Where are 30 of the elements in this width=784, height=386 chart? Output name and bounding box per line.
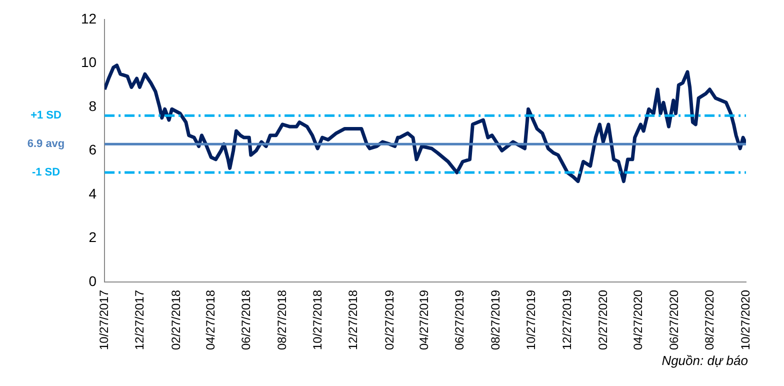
- x-tick-label: 10/27/2018: [310, 290, 324, 350]
- y-tick-label: 4: [88, 185, 97, 202]
- ref-line-label: +1 SD: [30, 110, 62, 122]
- y-tick-label: 8: [88, 98, 97, 114]
- y-tick-label: 6: [88, 142, 97, 158]
- x-tick-label: 10/27/2019: [524, 290, 538, 350]
- x-tick-label: 04/27/2019: [417, 290, 432, 350]
- x-tick-label: 10/27/2017: [96, 290, 111, 350]
- x-tick-label: 02/27/2018: [168, 290, 183, 350]
- x-tick-label: 02/27/2019: [382, 290, 396, 350]
- x-tick-label: 12/27/2018: [346, 290, 360, 350]
- x-tick-label: 12/27/2019: [560, 290, 574, 350]
- y-tick-label: 2: [88, 229, 97, 246]
- x-tick-label: 02/27/2020: [596, 290, 610, 350]
- x-tick-label: 06/27/2018: [239, 290, 254, 350]
- x-tick-label: 06/27/2019: [452, 290, 467, 350]
- x-tick-label: 06/27/2020: [666, 290, 681, 350]
- text: Nguồn: dự báo: [660, 353, 749, 368]
- x-tick-label: 04/27/2020: [631, 290, 646, 350]
- y-tick-label: 12: [80, 10, 97, 26]
- x-tick-label: 08/27/2019: [488, 290, 502, 350]
- x-tick-label: 08/27/2020: [702, 290, 717, 350]
- y-tick-label: 0: [88, 272, 97, 289]
- ref-line-label: -1 SD: [32, 166, 60, 179]
- x-tick-label: 08/27/2018: [274, 290, 289, 350]
- x-tick-label: 12/27/2017: [132, 290, 147, 350]
- x-tick-label: 04/27/2018: [203, 290, 218, 350]
- y-tick-label: 10: [80, 54, 97, 70]
- x-tick-label: 10/27/2020: [738, 290, 752, 350]
- ref-line-label: 6.9 avg: [27, 138, 65, 150]
